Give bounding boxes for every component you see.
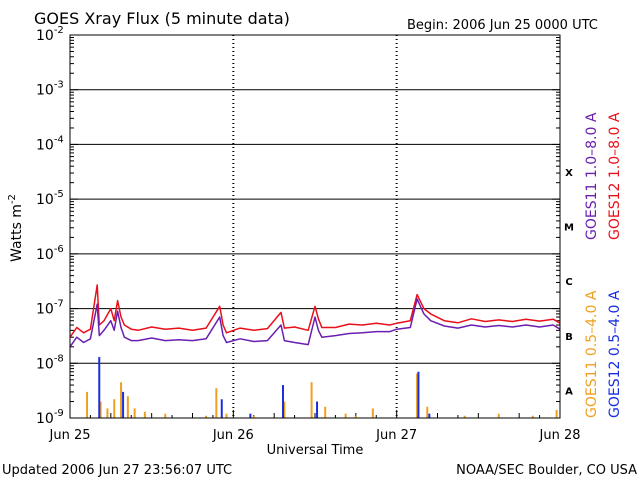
plot-frame xyxy=(69,34,561,419)
x-tick-label: Jun 27 xyxy=(375,428,417,443)
updated-label: Updated 2006 Jun 27 23:56:07 UTC xyxy=(2,463,232,478)
series-line xyxy=(69,284,561,338)
y-tick-label: 10-9 xyxy=(36,408,64,427)
chart-title: GOES Xray Flux (5 minute data) xyxy=(34,9,290,28)
x-tick-label: Jun 26 xyxy=(212,428,254,443)
y-tick-label: 10-6 xyxy=(36,244,64,263)
flare-class-label: A xyxy=(565,387,573,398)
x-tick-label: Jun 25 xyxy=(49,428,91,443)
flare-class-labels: X M C B A xyxy=(564,168,574,398)
flare-class-label: C xyxy=(565,277,572,288)
legend-entry: GOES11 0.5–4.0 A xyxy=(584,290,600,418)
x-axis-ticks: Jun 25 Jun 26 Jun 27 Jun 28 xyxy=(49,410,581,443)
legend-entry: GOES12 0.5–4.0 A xyxy=(607,290,623,418)
series-layer xyxy=(69,284,561,418)
plot-grid xyxy=(70,35,560,418)
begin-label: Begin: 2006 Jun 25 0000 UTC xyxy=(407,18,598,33)
y-tick-label: 10-2 xyxy=(36,25,64,44)
y-axis-ticks: 10-2 10-3 10-4 10-5 10-6 10-7 10-8 10-9 xyxy=(36,25,560,427)
y-tick-label: 10-5 xyxy=(36,189,64,208)
flare-class-label: B xyxy=(565,332,573,343)
y-axis-label: Watts m-2 xyxy=(7,194,25,262)
y-tick-label: 10-7 xyxy=(36,299,64,318)
y-tick-label: 10-4 xyxy=(36,134,64,153)
flare-class-label: X xyxy=(565,168,573,179)
y-tick-label: 10-8 xyxy=(36,353,64,372)
y-tick-label: 10-3 xyxy=(36,80,64,99)
flare-class-label: M xyxy=(564,223,574,234)
legend-long-channel: GOES11 1.0–8.0 A GOES12 1.0–8.0 A xyxy=(584,112,623,240)
legend-short-channel: GOES11 0.5–4.0 A GOES12 0.5–4.0 A xyxy=(584,290,623,418)
credit-label: NOAA/SEC Boulder, CO USA xyxy=(456,463,637,478)
series-line xyxy=(69,298,561,348)
x-axis-label: Universal Time xyxy=(267,443,364,458)
legend-entry: GOES11 1.0–8.0 A xyxy=(584,112,600,240)
x-tick-label: Jun 28 xyxy=(539,428,581,443)
legend-entry: GOES12 1.0–8.0 A xyxy=(607,112,623,240)
